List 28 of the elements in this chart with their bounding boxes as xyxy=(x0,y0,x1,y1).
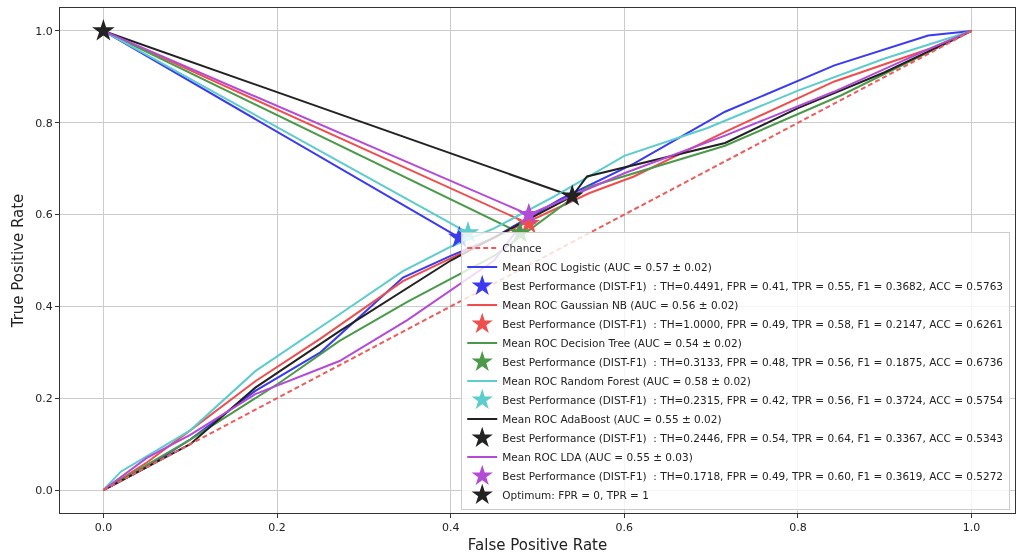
y-tick-label: 0.8 xyxy=(35,116,53,130)
legend-label: Optimum: FPR = 0, TPR = 1 xyxy=(502,489,649,502)
x-axis-title: False Positive Rate xyxy=(467,536,608,555)
legend-label: Mean ROC AdaBoost (AUC = 0.55 ± 0.02) xyxy=(502,413,722,426)
legend-label: Best Performance (DIST-F1) : TH=1.0000, FPR = 0.49, TPR = 0.58, F1 = 0.2147, ACC = 0.6261 xyxy=(502,318,1004,331)
y-tick-label: 0.2 xyxy=(35,392,53,406)
x-tick-label: 0.6 xyxy=(615,521,634,535)
x-tick-label: 0.4 xyxy=(441,521,460,535)
y-axis-title: True Positive Rate xyxy=(8,193,27,329)
y-tick-label: 0.0 xyxy=(35,483,53,497)
legend-label: Mean ROC Random Forest (AUC = 0.58 ± 0.02) xyxy=(502,375,751,388)
x-tick-label: 1.0 xyxy=(962,521,981,535)
x-tick-label: 0.8 xyxy=(789,521,807,535)
legend-label: Best Performance (DIST-F1) : TH=0.3133, FPR = 0.48, TPR = 0.56, F1 = 0.1875, ACC = 0.6736 xyxy=(502,356,1004,369)
x-tick-label: 0.2 xyxy=(268,521,286,535)
legend-label: Mean ROC Decision Tree (AUC = 0.54 ± 0.02) xyxy=(502,337,742,350)
y-tick-label: 0.4 xyxy=(35,300,53,314)
legend-label: Mean ROC Logistic (AUC = 0.57 ± 0.02) xyxy=(502,261,712,274)
legend-label: Best Performance (DIST-F1) : TH=0.1718, FPR = 0.49, TPR = 0.60, F1 = 0.3619, ACC = 0.5272 xyxy=(502,470,1004,483)
y-tick-label: 1.0 xyxy=(35,24,53,38)
legend-label: Chance xyxy=(502,242,542,255)
y-tick-label: 0.6 xyxy=(35,208,53,222)
legend-label: Mean ROC LDA (AUC = 0.55 ± 0.03) xyxy=(502,451,693,464)
legend-label: Mean ROC Gaussian NB (AUC = 0.56 ± 0.02) xyxy=(502,299,739,312)
legend-label: Best Performance (DIST-F1) : TH=0.4491, FPR = 0.41, TPR = 0.55, F1 = 0.3682, ACC = 0.5763 xyxy=(502,280,1004,293)
legend-label: Best Performance (DIST-F1) : TH=0.2315, FPR = 0.42, TPR = 0.56, F1 = 0.3724, ACC = 0.5754 xyxy=(502,394,1004,407)
legend-label: Best Performance (DIST-F1) : TH=0.2446, FPR = 0.54, TPR = 0.64, F1 = 0.3367, ACC = 0.5343 xyxy=(502,432,1004,445)
x-tick-label: 0.0 xyxy=(94,521,113,535)
